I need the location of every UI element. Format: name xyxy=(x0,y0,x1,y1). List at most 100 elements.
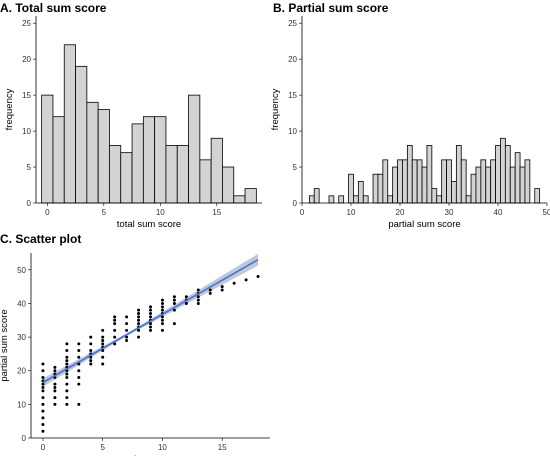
histogram-bar xyxy=(426,145,433,204)
scatter-point xyxy=(41,382,45,386)
y-tick-label: 0 xyxy=(27,199,32,208)
histogram-bar xyxy=(431,188,438,204)
x-tick-label: 0 xyxy=(41,443,46,452)
x-tick-label: 5 xyxy=(102,208,107,217)
scatter-point xyxy=(89,335,93,339)
scatter-point xyxy=(256,275,260,279)
histogram-bar xyxy=(308,195,315,204)
histogram-bar xyxy=(120,152,133,204)
panel-title: A. Total sum score xyxy=(0,1,107,15)
scatter-point xyxy=(65,359,69,363)
scatter-point xyxy=(65,402,69,406)
scatter-point xyxy=(172,308,176,312)
histogram-bar xyxy=(97,109,110,204)
histogram-bar xyxy=(504,145,511,204)
scatter-point xyxy=(65,372,69,376)
histogram-bar xyxy=(480,159,487,204)
x-tick-label: 40 xyxy=(494,208,503,217)
scatter-point xyxy=(101,349,105,353)
y-tick-label: 15 xyxy=(22,91,31,100)
histogram-bar xyxy=(154,116,167,204)
scatter-point xyxy=(208,288,212,292)
scatter-point xyxy=(160,328,164,332)
histogram-bar xyxy=(465,195,472,204)
scatter-point xyxy=(41,416,45,420)
scatter-point xyxy=(77,349,81,353)
scatter-point xyxy=(149,312,152,316)
scatter-point xyxy=(172,322,176,326)
histogram-bar xyxy=(52,116,65,204)
histogram-bar xyxy=(402,159,408,204)
panel-a: A. Total sum score 0 5 10 15 0 5 10 15 20 25 total … xyxy=(0,1,262,230)
y-tick-label: 20 xyxy=(17,367,26,376)
scatter-point xyxy=(125,328,129,332)
scatter-point xyxy=(65,362,69,366)
histogram-bar xyxy=(41,94,54,204)
histogram-bar xyxy=(411,159,418,204)
y-tick-label: 10 xyxy=(22,127,31,136)
y-tick-label: 0 xyxy=(293,199,298,208)
histogram-bar xyxy=(490,159,496,204)
y-tick-label: 5 xyxy=(27,163,32,172)
scatter-point xyxy=(137,318,141,322)
histogram-bar xyxy=(514,152,521,204)
scatter-point xyxy=(137,308,141,312)
scatter-point xyxy=(77,375,81,379)
scatter-point xyxy=(149,315,152,319)
scatter-point xyxy=(65,355,69,359)
scatter-point xyxy=(208,291,212,295)
scatter-point xyxy=(65,349,69,353)
scatter-point xyxy=(101,362,105,366)
x-tick-label: 15 xyxy=(212,208,221,217)
histogram-bar xyxy=(377,173,384,204)
scatter-point xyxy=(232,281,236,285)
y-tick-label: 10 xyxy=(17,400,26,409)
histogram-bar xyxy=(372,173,379,204)
histogram-bar xyxy=(75,65,88,204)
scatter-point xyxy=(172,298,176,302)
scatter-point xyxy=(65,342,69,346)
scatter-point xyxy=(89,359,93,363)
panel-title: B. Partial sum score xyxy=(273,1,389,15)
scatter-point xyxy=(41,396,45,400)
histogram-bar xyxy=(519,166,526,204)
histogram-bar xyxy=(142,116,156,204)
y-tick-label: 25 xyxy=(288,19,297,28)
histogram-bar xyxy=(348,173,354,204)
scatter-point xyxy=(184,301,188,305)
scatter-point xyxy=(160,298,164,302)
y-tick-label: 25 xyxy=(22,19,31,28)
histogram-bar xyxy=(244,188,257,204)
scatter-point xyxy=(137,322,141,326)
histogram-bar xyxy=(475,166,482,204)
y-tick-label: 30 xyxy=(17,333,26,342)
histogram-bar xyxy=(460,159,467,204)
scatter-point xyxy=(196,298,200,302)
scatter-point xyxy=(53,389,57,393)
scatter-point xyxy=(160,305,164,309)
scatter-point xyxy=(113,322,117,326)
x-tick-label: 15 xyxy=(218,443,227,452)
y-tick-label: 20 xyxy=(22,55,31,64)
scatter-point xyxy=(41,429,45,433)
scatter-point xyxy=(113,328,117,332)
scatter-point xyxy=(89,362,93,366)
histogram-bar xyxy=(233,195,246,204)
y-axis-label: frequency xyxy=(4,88,15,130)
scatter-point xyxy=(53,386,57,390)
scatter-point xyxy=(101,335,105,339)
scatter-point xyxy=(113,342,117,346)
scatter-point xyxy=(220,288,224,292)
scatter-point xyxy=(149,328,152,332)
scatter-point xyxy=(53,382,57,386)
scatter-point xyxy=(41,362,45,366)
scatter-point xyxy=(41,369,45,373)
histogram-bar xyxy=(534,188,541,204)
x-tick-label: 10 xyxy=(156,208,165,217)
scatter-point xyxy=(65,396,69,400)
histogram-bar xyxy=(328,195,335,204)
histogram-bar xyxy=(406,145,413,204)
x-tick-label: 20 xyxy=(396,208,405,217)
histogram-bar xyxy=(313,188,320,204)
